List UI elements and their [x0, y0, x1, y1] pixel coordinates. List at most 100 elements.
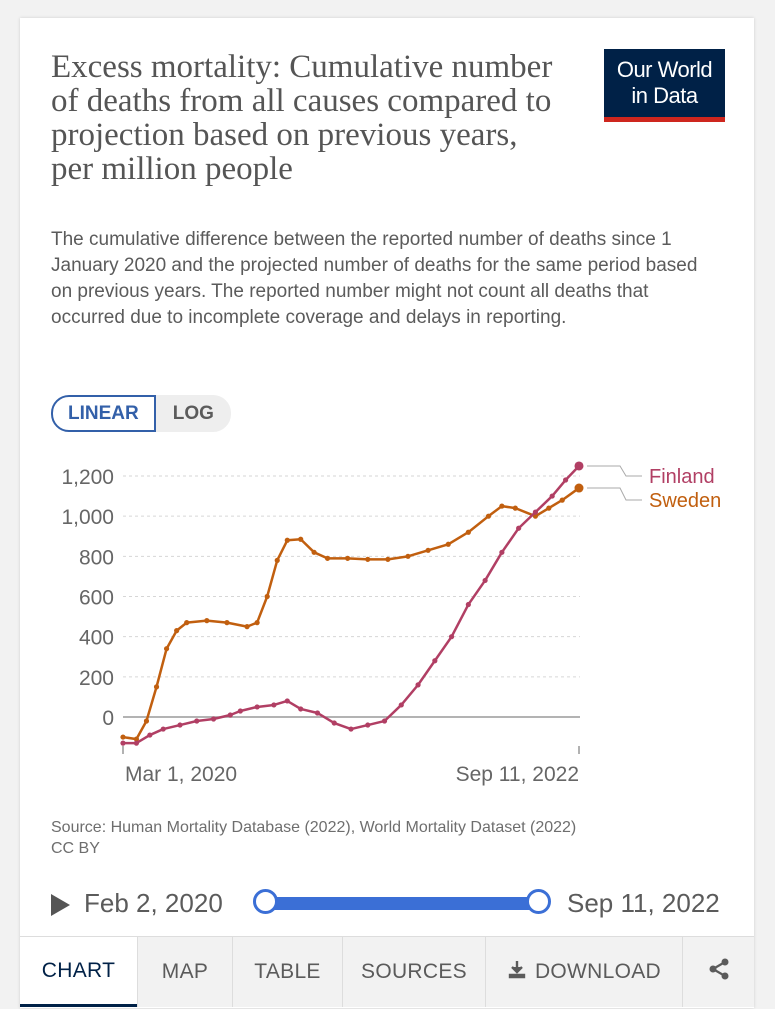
data-point — [311, 549, 317, 555]
tab-download-label: DOWNLOAD — [534, 960, 662, 983]
data-point — [184, 620, 190, 626]
data-point — [562, 477, 569, 483]
data-point — [465, 529, 471, 535]
y-tick-label: 1,000 — [61, 506, 114, 529]
y-tick-label: 1,200 — [61, 466, 114, 489]
series-line-finland — [121, 464, 581, 745]
y-tick-label: 800 — [79, 546, 114, 569]
tab-map-label: MAP — [161, 960, 209, 983]
data-point — [405, 553, 411, 559]
y-tick-label: 600 — [79, 587, 114, 610]
timeline-slider-track[interactable] — [265, 897, 537, 910]
source-note: Source: Human Mortality Database (2022),… — [51, 817, 741, 859]
share-icon — [708, 958, 730, 986]
tab-bar: CHART MAP TABLE SOURCES DOWNLOAD — [20, 936, 754, 1009]
x-tick-label: Sep 11, 2022 — [456, 763, 579, 786]
data-point — [177, 722, 183, 728]
data-point — [499, 549, 505, 555]
data-point — [271, 702, 277, 708]
data-point — [348, 726, 354, 732]
source-text: Source: Human Mortality Database (2022),… — [51, 819, 577, 836]
data-point — [448, 634, 455, 640]
play-icon[interactable] — [51, 894, 70, 916]
timeline-end-handle[interactable] — [526, 889, 551, 914]
data-point — [147, 732, 153, 738]
data-point — [381, 718, 388, 724]
tab-table[interactable]: TABLE — [232, 937, 342, 1007]
tab-sources-label: SOURCES — [361, 960, 467, 983]
data-point — [153, 684, 160, 690]
data-point — [204, 618, 210, 624]
series-line-sweden — [121, 486, 581, 741]
logo-line-1: Our World — [616, 57, 713, 82]
logo-line-2: in Data — [631, 83, 698, 108]
source-license[interactable]: CC BY — [51, 840, 100, 857]
tab-download[interactable]: DOWNLOAD — [485, 937, 682, 1007]
data-point — [425, 547, 431, 553]
data-point — [133, 740, 140, 746]
data-point — [415, 682, 421, 688]
data-point — [365, 556, 371, 562]
legend-label-finland: Finland — [649, 466, 715, 488]
data-point — [546, 505, 552, 511]
tab-map[interactable]: MAP — [137, 937, 232, 1007]
data-point — [331, 720, 337, 726]
data-point — [160, 726, 166, 732]
data-point — [133, 736, 140, 742]
data-point — [244, 624, 250, 630]
data-point — [432, 658, 438, 664]
data-point — [210, 716, 217, 722]
data-point — [559, 497, 565, 503]
chart-subtitle: The cumulative difference between the re… — [51, 229, 698, 328]
data-point — [482, 577, 488, 584]
data-point — [298, 706, 304, 712]
data-point — [274, 557, 280, 563]
scale-toggle: LINEAR LOG — [51, 395, 231, 432]
data-point — [324, 555, 331, 561]
download-icon — [507, 959, 527, 985]
timeline-start-handle[interactable] — [253, 889, 278, 914]
data-point — [499, 503, 505, 509]
data-point — [163, 646, 170, 652]
x-tick-label: Mar 1, 2020 — [125, 763, 237, 786]
y-tick-label: 0 — [102, 707, 114, 730]
y-tick-label: 400 — [79, 627, 114, 650]
data-point — [254, 620, 260, 626]
legend-label-sweden: Sweden — [649, 490, 721, 512]
data-point — [120, 740, 126, 746]
series-end-marker — [574, 461, 584, 471]
owid-logo[interactable]: Our World in Data — [604, 49, 725, 122]
data-point — [254, 704, 260, 710]
data-point — [345, 555, 351, 561]
chart-title: Excess mortality: Cumulative number of d… — [51, 49, 553, 187]
data-point — [365, 722, 371, 728]
timeline-start-label: Feb 2, 2020 — [84, 888, 223, 918]
tab-chart[interactable]: CHART — [20, 937, 137, 1007]
data-point — [398, 702, 404, 708]
data-point — [549, 493, 555, 499]
tab-chart-label: CHART — [41, 958, 116, 982]
linear-scale-button[interactable]: LINEAR — [51, 395, 156, 432]
data-point — [532, 509, 539, 515]
data-point — [120, 734, 126, 740]
share-button[interactable] — [682, 937, 754, 1007]
y-tick-label: 200 — [79, 667, 114, 690]
data-point — [237, 708, 243, 714]
chart-card: Excess mortality: Cumulative number of d… — [20, 18, 754, 1008]
data-point — [314, 710, 321, 716]
data-point — [224, 620, 230, 626]
data-point — [264, 593, 270, 600]
data-point — [284, 537, 290, 543]
data-point — [485, 513, 492, 519]
data-point — [174, 628, 180, 634]
log-scale-button[interactable]: LOG — [155, 395, 231, 432]
data-point — [284, 698, 290, 704]
data-point — [512, 505, 518, 511]
data-point — [465, 601, 471, 608]
series-end-marker — [574, 483, 584, 493]
data-point — [298, 536, 304, 542]
data-point — [385, 556, 391, 562]
data-point — [143, 718, 150, 724]
legend-connector — [587, 465, 642, 477]
tab-sources[interactable]: SOURCES — [342, 937, 485, 1007]
